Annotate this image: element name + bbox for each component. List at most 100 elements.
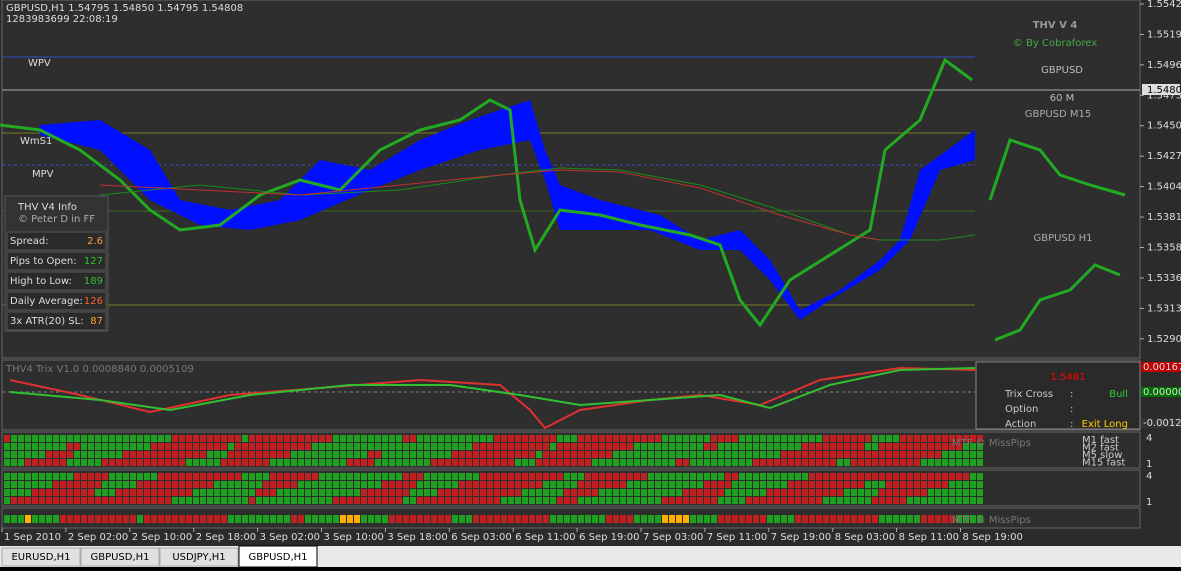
mtf-cell — [753, 473, 759, 480]
mtf-cell — [501, 489, 507, 496]
mtf-cell — [123, 459, 129, 466]
mtf-cell — [963, 443, 969, 450]
mtf-cell — [963, 473, 969, 480]
tab-label[interactable]: USDJPY,H1 — [172, 552, 225, 563]
h1-label: GBPUSD H1 — [1033, 233, 1092, 244]
mtf-cell — [340, 473, 346, 480]
mtf-cell — [88, 489, 94, 496]
trix-key: Action — [1005, 419, 1036, 430]
mtf-cell — [249, 443, 255, 450]
mtf-cell — [648, 435, 654, 442]
mtf-cell — [466, 481, 472, 488]
mtf-cell — [802, 435, 808, 442]
mtf-cell — [284, 451, 290, 458]
mtf-cell — [774, 473, 780, 480]
tab-label[interactable]: GBPUSD,H1 — [90, 552, 149, 563]
mtf-cell — [571, 515, 577, 523]
mtf-cell — [599, 515, 605, 523]
mtf-cell — [81, 473, 87, 480]
mtf-cell — [725, 489, 731, 496]
mtf-cell — [4, 443, 10, 450]
mtf-cell — [375, 473, 381, 480]
mtf-cell — [942, 459, 948, 466]
mtf-cell — [585, 451, 591, 458]
mtf-cell — [732, 481, 738, 488]
mtf-cell — [760, 435, 766, 442]
mtf-cell — [837, 459, 843, 466]
mtf-cell — [53, 473, 59, 480]
mtf-cell — [403, 473, 409, 480]
mtf-cell — [242, 473, 248, 480]
mtf-cell — [305, 515, 311, 523]
mtf-cell — [858, 497, 864, 504]
tab[interactable] — [80, 547, 160, 567]
mtf-cell — [249, 451, 255, 458]
mtf-cell — [494, 489, 500, 496]
mtf-cell — [256, 497, 262, 504]
tab[interactable] — [1, 547, 81, 567]
mtf-cell — [690, 451, 696, 458]
time-tick: 3 Sep 10:00 — [324, 532, 384, 543]
mtf-cell — [515, 497, 521, 504]
mtf-cell — [228, 515, 234, 523]
tab-label[interactable]: GBPUSD,H1 — [248, 552, 307, 563]
mtf-cell — [32, 435, 38, 442]
mtf-cell — [256, 443, 262, 450]
trix-key: Trix Cross — [1004, 389, 1053, 400]
mtf-cell — [809, 443, 815, 450]
mtf-cell — [697, 459, 703, 466]
mtf-cell — [872, 459, 878, 466]
mtf-cell — [312, 481, 318, 488]
mtf-cell — [284, 497, 290, 504]
mtf-cell — [172, 451, 178, 458]
mtf-cell — [753, 497, 759, 504]
mtf-cell — [18, 435, 24, 442]
mtf-cell — [634, 473, 640, 480]
mtf-cell — [592, 497, 598, 504]
mtf-cell — [711, 443, 717, 450]
mtf-cell — [151, 473, 157, 480]
mtf-cell — [53, 443, 59, 450]
mtf-cell — [774, 515, 780, 523]
mtf-cell — [81, 435, 87, 442]
mtf-cell — [424, 459, 430, 466]
mtf-cell — [760, 451, 766, 458]
mtf-cell — [935, 481, 941, 488]
mtf-cell — [396, 451, 402, 458]
mtf-cell — [956, 459, 962, 466]
mtf-cell — [837, 451, 843, 458]
mtf-cell — [676, 451, 682, 458]
mtf-cell — [494, 435, 500, 442]
mtf-cell — [844, 459, 850, 466]
mtf-cell — [102, 497, 108, 504]
mtf-cell — [550, 451, 556, 458]
mtf-cell — [431, 443, 437, 450]
mtf-cell — [781, 497, 787, 504]
mtf-cell — [452, 473, 458, 480]
mtf-cell — [872, 443, 878, 450]
mtf-cell — [11, 497, 17, 504]
mtf-cell — [67, 451, 73, 458]
mtf-cell — [501, 451, 507, 458]
tab[interactable] — [159, 547, 239, 567]
tab-label[interactable]: EURUSD,H1 — [11, 552, 70, 563]
mtf-cell — [130, 443, 136, 450]
mtf-cell — [452, 451, 458, 458]
mtf-cell — [480, 489, 486, 496]
mtf-cell — [466, 473, 472, 480]
mtf-cell — [802, 443, 808, 450]
info-row — [6, 231, 107, 251]
mtf-cell — [53, 515, 59, 523]
mtf-cell — [396, 473, 402, 480]
mtf-cell — [739, 459, 745, 466]
mtf-cell — [4, 497, 10, 504]
mtf-cell — [837, 443, 843, 450]
mtf-cell — [200, 473, 206, 480]
trix-value: Bull — [1109, 389, 1128, 400]
mtf-cell — [760, 515, 766, 523]
mtf-cell — [851, 459, 857, 466]
mtf-cell — [529, 459, 535, 466]
mtf-cell — [774, 497, 780, 504]
mtf-cell — [277, 451, 283, 458]
mtf-cell — [459, 481, 465, 488]
